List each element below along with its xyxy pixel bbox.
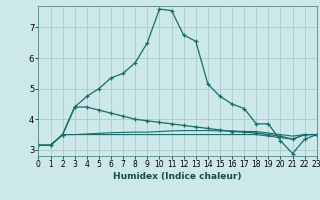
X-axis label: Humidex (Indice chaleur): Humidex (Indice chaleur) (113, 172, 242, 181)
